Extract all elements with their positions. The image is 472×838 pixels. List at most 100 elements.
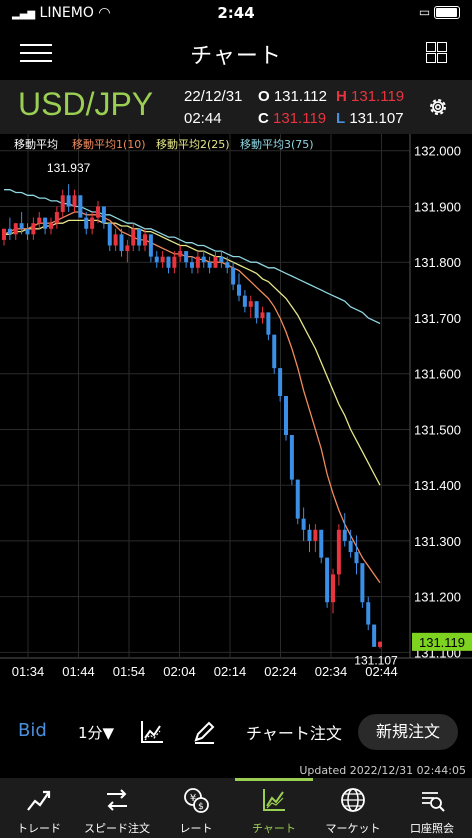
candle-body [301,518,306,530]
candle-body [366,602,371,625]
candle [295,479,300,525]
currency-pair[interactable]: USD/JPY [18,86,154,122]
candle [237,273,241,302]
candle-body [13,223,18,235]
ma10-line [3,211,381,584]
candle-body [137,228,142,246]
candle [84,212,89,235]
candle-body [43,217,48,229]
y-tick-label: 131.600 [414,367,461,382]
candle [336,524,341,586]
battery-icon [434,6,460,19]
price-chart[interactable]: 132.000 131.900 131.800 131.700 131.600 131.5… [0,134,472,684]
indicator-icon[interactable] [138,718,166,746]
candle [78,195,83,218]
candle [201,251,206,268]
candle-body [84,217,89,229]
candle [213,251,218,268]
candle [266,312,271,341]
menu-icon[interactable] [20,44,52,62]
candle-body [201,256,206,263]
candle [289,435,294,486]
app-header: チャート [0,26,472,78]
tab-speed-order[interactable]: スピード注文 [78,778,156,838]
candle-body [31,223,36,235]
candle [378,641,382,649]
rate-icon: ¥ $ [184,788,209,813]
tab-label: マーケット [325,822,381,835]
candle-body [331,574,335,603]
tab-chart[interactable]: チャート [235,778,313,838]
y-tick-label: 131.900 [414,199,461,214]
candle [366,596,371,631]
candle-body [219,256,224,263]
trend-icon [27,790,51,811]
candle-body [7,228,12,235]
candle-body [260,312,265,318]
period-select[interactable]: 1分▼ [78,724,115,742]
active-tab-indicator [235,778,313,781]
candle [54,206,59,229]
x-tick-label: 02:04 [163,664,196,679]
candle [225,256,230,274]
candle [184,251,189,268]
candle-body [113,234,118,246]
status-right-icons: ▭ [419,5,460,19]
candle-body [107,223,112,246]
candle-body [307,529,312,541]
x-tick-label: 01:34 [12,664,45,679]
tab-trade[interactable]: トレード [0,778,78,838]
price-type-toggle[interactable]: Bid [18,720,47,741]
tab-account[interactable]: 口座照会 [393,778,471,838]
candle-body [101,206,106,224]
tab-bar: トレード スピード注文 ¥ $ レート チャート マーケット [0,778,472,838]
draw-pencil-icon[interactable] [190,718,218,746]
candle-body [325,557,330,603]
candle [2,228,6,246]
high-value: 131.119 [351,88,405,105]
candle [360,563,365,608]
x-tick-label: 02:44 [365,664,398,679]
tab-rate[interactable]: ¥ $ レート [157,778,235,838]
legend-entry: 移動平均1(10) [72,137,146,151]
candle [278,368,283,402]
tab-label: 口座照会 [410,822,454,835]
candle [160,251,165,268]
new-order-button[interactable]: 新規注文 [358,714,458,750]
candle-body [160,256,165,263]
svg-text:¥: ¥ [190,793,196,804]
candle-body [96,206,100,218]
candle [119,228,124,257]
chart-toolbar: Bid 1分▼ チャート注文 新規注文 [0,706,472,758]
candle [25,223,30,240]
candle-body [372,624,377,647]
candle [154,251,159,268]
open-label: O [258,88,270,105]
carrier-name: LINEMO [39,5,94,21]
candle-body [125,245,130,252]
layout-grid-icon[interactable] [426,42,447,63]
candle-body [131,228,136,246]
candle [37,212,42,229]
candle [13,223,18,240]
candle [107,223,112,252]
candle [166,256,171,274]
candle-body [213,256,218,268]
candle-body [278,368,283,396]
tab-label: チャート [252,822,296,835]
tab-label: レート [179,822,213,835]
globe-icon [341,788,365,812]
candle [101,206,106,229]
candle [113,228,118,252]
gear-icon[interactable] [426,95,450,119]
candle-body [354,552,359,564]
tab-market[interactable]: マーケット [314,778,392,838]
candle [325,557,330,608]
y-tick-label: 131.400 [414,478,461,493]
candle-body [25,228,30,235]
candle [301,507,306,541]
candle-body [172,256,177,268]
x-tick-label: 01:54 [113,664,146,679]
chart-order-button[interactable]: チャート注文 [246,724,342,743]
candle-body [119,234,124,252]
